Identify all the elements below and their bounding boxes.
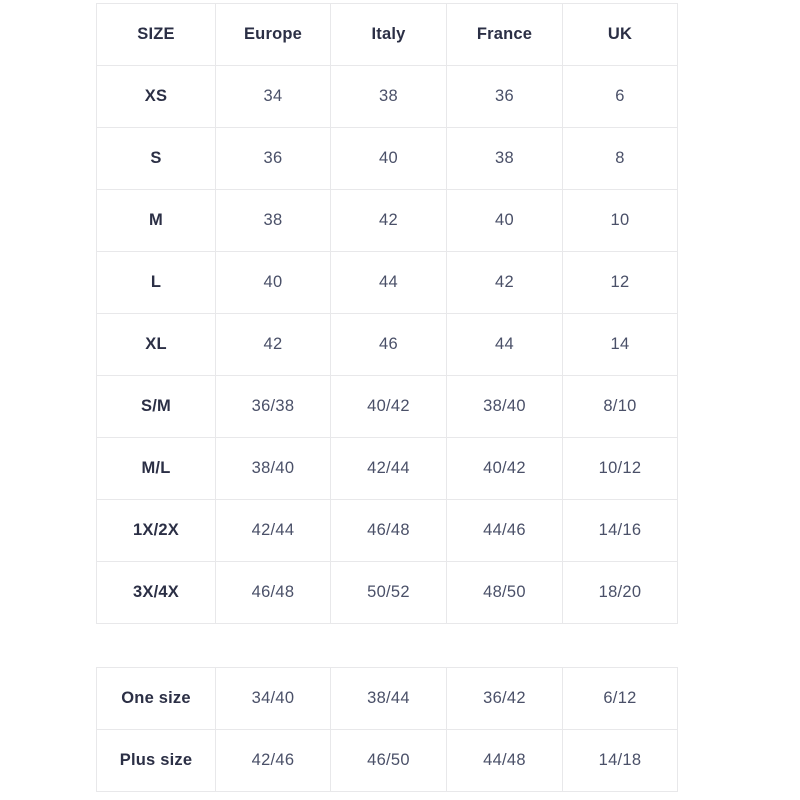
cell-europe: 42/46 — [215, 729, 331, 792]
cell-size: S/M — [96, 375, 216, 438]
table-row: M 38 42 40 10 — [96, 189, 678, 252]
cell-uk: 14 — [562, 313, 678, 376]
cell-italy: 50/52 — [330, 561, 447, 624]
cell-france: 44/48 — [446, 729, 563, 792]
cell-france: 44 — [446, 313, 563, 376]
table-header-row: SIZE Europe Italy France UK — [96, 3, 678, 66]
table-body: One size 34/40 38/44 36/42 6/12 Plus siz… — [96, 667, 678, 792]
cell-europe: 40 — [215, 251, 331, 314]
table-row: XS 34 38 36 6 — [96, 65, 678, 128]
cell-europe: 36/38 — [215, 375, 331, 438]
cell-france: 40 — [446, 189, 563, 252]
cell-size: XL — [96, 313, 216, 376]
cell-europe: 34 — [215, 65, 331, 128]
cell-france: 38/40 — [446, 375, 563, 438]
cell-europe: 46/48 — [215, 561, 331, 624]
cell-europe: 38/40 — [215, 437, 331, 500]
cell-uk: 12 — [562, 251, 678, 314]
cell-europe: 34/40 — [215, 667, 331, 730]
cell-size: 3X/4X — [96, 561, 216, 624]
table-row: L 40 44 42 12 — [96, 251, 678, 314]
cell-europe: 42 — [215, 313, 331, 376]
table-row: 1X/2X 42/44 46/48 44/46 14/16 — [96, 499, 678, 562]
cell-france: 36 — [446, 65, 563, 128]
cell-france: 40/42 — [446, 437, 563, 500]
cell-europe: 42/44 — [215, 499, 331, 562]
cell-italy: 42/44 — [330, 437, 447, 500]
table-row: 3X/4X 46/48 50/52 48/50 18/20 — [96, 561, 678, 624]
cell-size: M/L — [96, 437, 216, 500]
cell-uk: 14/18 — [562, 729, 678, 792]
cell-size: M — [96, 189, 216, 252]
cell-size: One size — [96, 667, 216, 730]
table-body: XS 34 38 36 6 S 36 40 38 8 M 38 42 40 10 — [96, 65, 678, 624]
cell-uk: 18/20 — [562, 561, 678, 624]
table-row: M/L 38/40 42/44 40/42 10/12 — [96, 437, 678, 500]
table-row: Plus size 42/46 46/50 44/48 14/18 — [96, 729, 678, 792]
cell-uk: 6/12 — [562, 667, 678, 730]
cell-italy: 46/48 — [330, 499, 447, 562]
cell-uk: 14/16 — [562, 499, 678, 562]
cell-france: 48/50 — [446, 561, 563, 624]
cell-italy: 46/50 — [330, 729, 447, 792]
cell-uk: 6 — [562, 65, 678, 128]
table-row: XL 42 46 44 14 — [96, 313, 678, 376]
cell-italy: 44 — [330, 251, 447, 314]
cell-europe: 38 — [215, 189, 331, 252]
cell-france: 38 — [446, 127, 563, 190]
one-size-conversion-table: One size 34/40 38/44 36/42 6/12 Plus siz… — [96, 667, 678, 792]
cell-size: XS — [96, 65, 216, 128]
cell-italy: 40 — [330, 127, 447, 190]
cell-france: 36/42 — [446, 667, 563, 730]
table-row: S 36 40 38 8 — [96, 127, 678, 190]
column-header-france: France — [446, 3, 563, 66]
cell-italy: 42 — [330, 189, 447, 252]
cell-france: 44/46 — [446, 499, 563, 562]
cell-france: 42 — [446, 251, 563, 314]
column-header-size: SIZE — [96, 3, 216, 66]
column-header-italy: Italy — [330, 3, 447, 66]
standard-size-conversion-table: SIZE Europe Italy France UK XS 34 38 36 … — [96, 3, 678, 624]
table-row: S/M 36/38 40/42 38/40 8/10 — [96, 375, 678, 438]
cell-size: L — [96, 251, 216, 314]
cell-size: Plus size — [96, 729, 216, 792]
cell-italy: 38/44 — [330, 667, 447, 730]
cell-size: S — [96, 127, 216, 190]
cell-size: 1X/2X — [96, 499, 216, 562]
cell-uk: 10 — [562, 189, 678, 252]
column-header-uk: UK — [562, 3, 678, 66]
cell-uk: 10/12 — [562, 437, 678, 500]
cell-italy: 46 — [330, 313, 447, 376]
table-header: SIZE Europe Italy France UK — [96, 3, 678, 66]
cell-europe: 36 — [215, 127, 331, 190]
cell-uk: 8 — [562, 127, 678, 190]
cell-italy: 40/42 — [330, 375, 447, 438]
table-row: One size 34/40 38/44 36/42 6/12 — [96, 667, 678, 730]
column-header-europe: Europe — [215, 3, 331, 66]
cell-italy: 38 — [330, 65, 447, 128]
cell-uk: 8/10 — [562, 375, 678, 438]
